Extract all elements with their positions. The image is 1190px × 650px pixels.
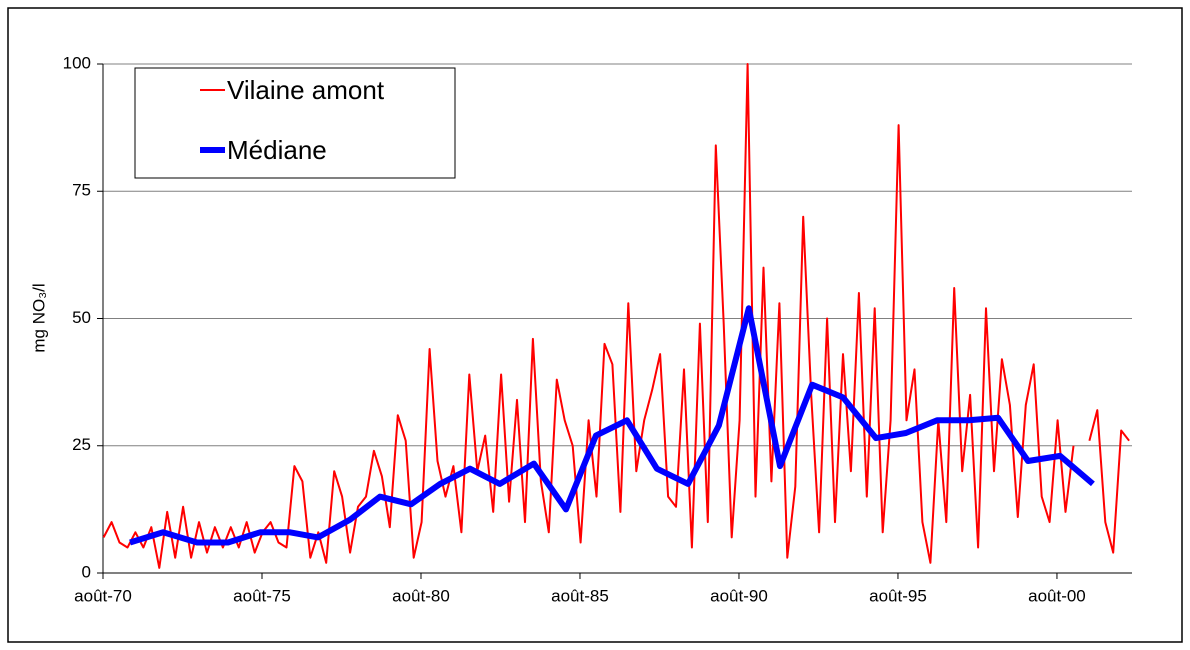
legend-label: Médiane [227,135,327,165]
x-tick-label: août-95 [869,586,927,605]
y-tick-label: 50 [72,308,91,327]
x-tick-label: août-00 [1028,586,1086,605]
y-tick-label: 75 [72,181,91,200]
y-tick-label: 100 [63,53,91,72]
series-line [102,63,1130,569]
y-tick-label: 0 [82,562,91,581]
x-tick-label: août-90 [710,586,768,605]
x-tick-label: août-80 [392,586,450,605]
legend-box [134,67,456,179]
y-tick-label: 25 [72,435,91,454]
x-tick-label: août-85 [551,586,609,605]
x-tick-label: août-75 [233,586,291,605]
legend-label: Vilaine amont [227,75,385,105]
series-line [129,305,1095,546]
x-tick-label: août-70 [74,586,132,605]
y-axis-label: mg NO₃/l [29,283,48,352]
